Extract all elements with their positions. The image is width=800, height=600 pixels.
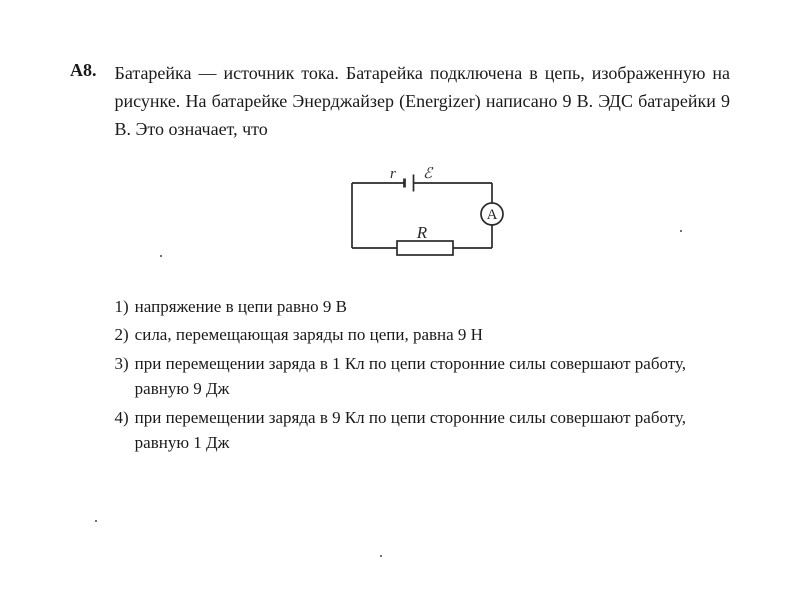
- option-1: 1)напряжение в цепи равно 9 В: [115, 294, 731, 320]
- svg-text:ℰ: ℰ: [423, 166, 434, 182]
- circuit-diagram: А Rr ℰ: [115, 158, 731, 278]
- option-text: при перемещении заряда в 9 Кл по цепи ст…: [135, 405, 730, 456]
- option-number: 1): [115, 294, 129, 320]
- option-2: 2)сила, перемещающая заряды по цепи, рав…: [115, 322, 731, 348]
- svg-text:r: r: [390, 166, 396, 182]
- option-number: 2): [115, 322, 129, 348]
- svg-text:R: R: [416, 223, 428, 242]
- option-3: 3)при перемещении заряда в 1 Кл по цепи …: [115, 351, 731, 402]
- speck: [95, 520, 97, 522]
- physics-problem: A8. Батарейка — источник тока. Батарейка…: [70, 60, 730, 459]
- svg-text:А: А: [487, 207, 498, 223]
- problem-body: Батарейка — источник тока. Батарейка под…: [115, 60, 731, 459]
- speck: [160, 255, 162, 257]
- speck: [380, 555, 382, 557]
- options-list: 1)напряжение в цепи равно 9 В2)сила, пер…: [115, 294, 731, 456]
- circuit-svg: А Rr ℰ: [327, 158, 517, 273]
- option-text: напряжение в цепи равно 9 В: [135, 294, 730, 320]
- option-number: 4): [115, 405, 129, 456]
- option-text: при перемещении заряда в 1 Кл по цепи ст…: [135, 351, 730, 402]
- option-number: 3): [115, 351, 129, 402]
- option-4: 4)при перемещении заряда в 9 Кл по цепи …: [115, 405, 731, 456]
- problem-stem: Батарейка — источник тока. Батарейка под…: [115, 60, 731, 144]
- speck: [680, 230, 682, 232]
- option-text: сила, перемещающая заряды по цепи, равна…: [135, 322, 730, 348]
- problem-number: A8.: [70, 60, 97, 459]
